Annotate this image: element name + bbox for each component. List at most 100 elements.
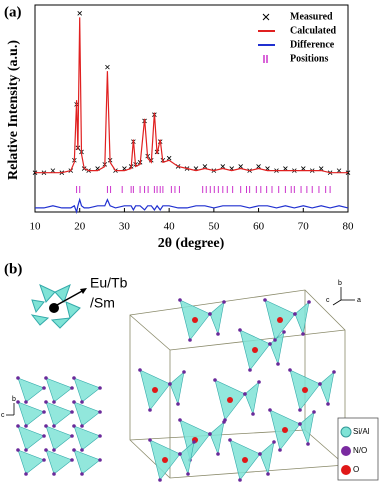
polyhedron: [294, 301, 310, 336]
atom: [293, 312, 297, 316]
atom: [16, 376, 20, 380]
atom: [176, 402, 180, 406]
site-atom: [49, 303, 59, 313]
legend-swatch: [340, 426, 352, 438]
axis-label: c: [1, 412, 5, 419]
atom: [282, 330, 286, 334]
x-axis-title: 2θ (degree): [158, 236, 225, 251]
measured-point: [50, 168, 56, 173]
axis-label: c: [326, 297, 330, 304]
atom: [307, 300, 311, 304]
legend-label: Difference: [290, 39, 335, 50]
atom: [70, 386, 74, 390]
chart: 10 20 30 40 50 60 70 80 Measured Calculated Differ…: [30, 10, 355, 233]
atom: [242, 457, 248, 463]
atom: [277, 317, 283, 323]
polyhedron: [17, 425, 45, 451]
x-tick-label: 50: [208, 221, 220, 233]
polyhedron: [269, 331, 285, 366]
atom: [158, 478, 162, 482]
polyhedron: [244, 381, 260, 416]
atom: [16, 448, 20, 452]
atom: [72, 424, 76, 428]
polyhedron: [169, 371, 185, 406]
panel-label: (a): [4, 4, 22, 20]
atom: [266, 472, 270, 476]
atom: [72, 400, 76, 404]
x-tick-label: 40: [164, 221, 176, 233]
x-tick-label: 60: [253, 221, 265, 233]
site-label: Eu/Tb: [90, 275, 128, 291]
atom: [222, 420, 226, 424]
x-tick-label: 80: [343, 221, 355, 233]
atom: [52, 400, 56, 404]
atom: [72, 448, 76, 452]
atom: [178, 298, 182, 302]
atom: [178, 418, 182, 422]
ring-diagram: [30, 284, 87, 329]
measured-point: [336, 168, 342, 173]
atom: [228, 438, 232, 442]
plot-frame: [34, 4, 349, 213]
measured-point: [256, 164, 261, 169]
arrow-head: [80, 288, 87, 294]
atom: [312, 410, 316, 414]
atom: [248, 368, 252, 372]
atom: [42, 458, 46, 462]
atom: [80, 448, 84, 452]
polyhedron: [45, 425, 73, 451]
atom: [44, 448, 48, 452]
series-line: [35, 197, 349, 215]
axis-label: b: [12, 396, 16, 403]
atom: [16, 400, 20, 404]
polyhedron: [259, 441, 275, 476]
x-tick-label: 20: [74, 221, 86, 233]
atom: [213, 378, 217, 382]
polyhedron: [209, 301, 225, 336]
polyhedron: [17, 449, 45, 475]
atom: [302, 387, 308, 393]
polyhedron: [17, 377, 45, 403]
atom: [98, 386, 102, 390]
measured-point: [238, 164, 243, 169]
atom: [52, 448, 56, 452]
atom: [168, 382, 172, 386]
polyhedron: [50, 317, 72, 329]
polyhedron: [73, 377, 101, 403]
polyhedron: [45, 401, 73, 427]
polyhedron: [31, 299, 45, 314]
polyhedron: [65, 301, 81, 319]
legend-label: Calculated: [290, 25, 337, 36]
measured-point: [283, 166, 288, 171]
atom: [257, 380, 261, 384]
atom: [276, 362, 280, 366]
legend-label: Si/Al: [353, 427, 370, 436]
measured-point: [318, 166, 324, 171]
atom: [332, 370, 336, 374]
atom: [148, 438, 152, 442]
atom: [227, 397, 233, 403]
measured-point: [202, 164, 208, 169]
polyhedron: [73, 449, 101, 475]
measured-point: [105, 64, 110, 70]
atom: [24, 448, 28, 452]
panel-label: (b): [4, 261, 22, 277]
atom: [238, 478, 242, 482]
polyhedron: [39, 284, 56, 303]
measured-point: [220, 164, 226, 169]
legend-swatch: [341, 465, 351, 475]
atom: [80, 472, 84, 476]
atom: [178, 452, 182, 456]
atom: [24, 424, 28, 428]
atom: [326, 402, 330, 406]
atom: [298, 408, 302, 412]
polyhedron: [319, 371, 335, 406]
atom: [222, 300, 226, 304]
atom: [216, 452, 220, 456]
atom: [24, 472, 28, 476]
atom: [268, 342, 272, 346]
atom: [282, 427, 288, 433]
atom: [52, 424, 56, 428]
atom: [301, 332, 305, 336]
atom: [138, 368, 142, 372]
